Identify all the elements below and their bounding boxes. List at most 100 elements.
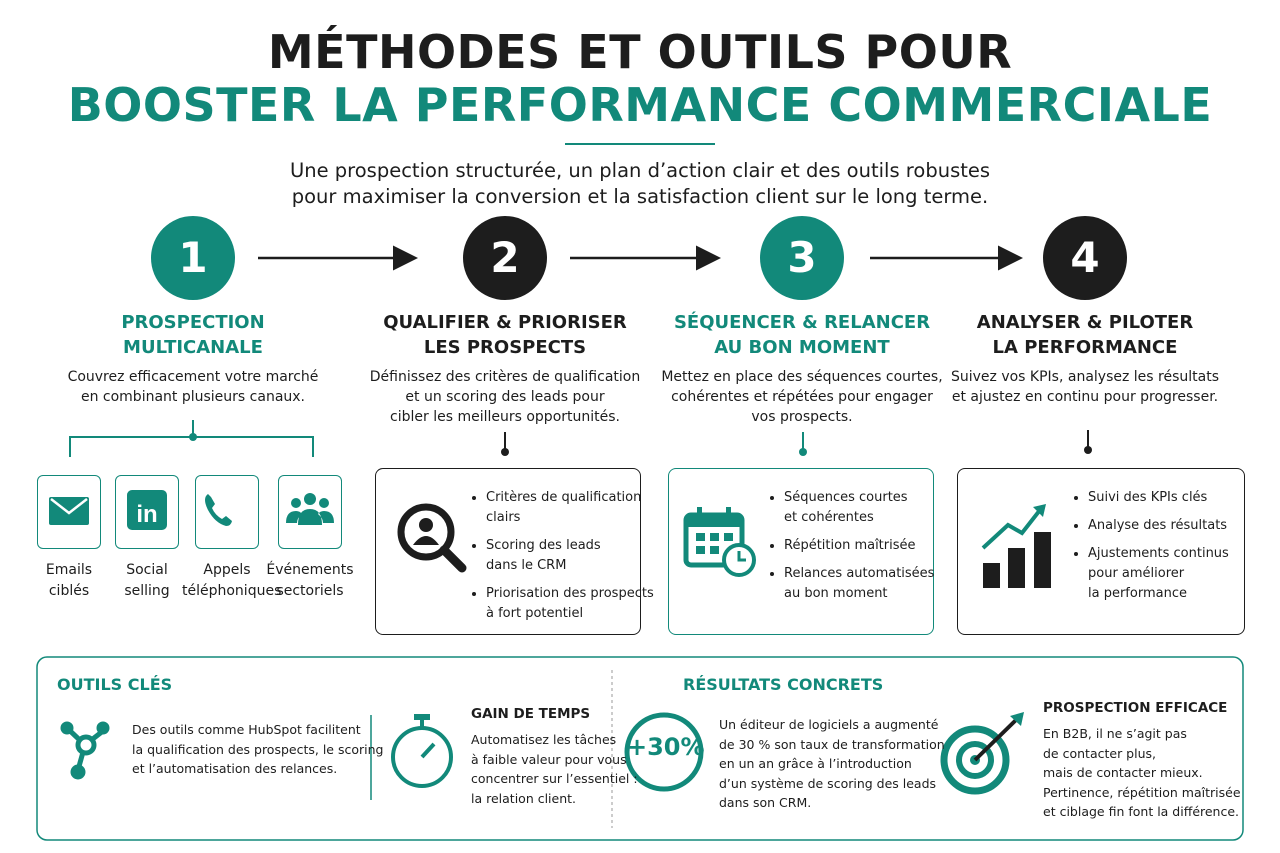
text-line: AU BON MOMENT xyxy=(714,337,890,358)
text-line: et l’automatisation des relances. xyxy=(132,761,338,776)
text-line: concentrer sur l’essentiel : xyxy=(471,771,638,786)
text-line: Séquences courtes xyxy=(784,490,908,505)
text-line: Suivez vos KPIs, analysez les résultats xyxy=(950,369,1220,385)
text-line: SÉQUENCER & RELANCER xyxy=(673,312,931,333)
bullet: Ajustements continus pour améliorer la per… xyxy=(1088,544,1229,604)
step-number: 4 xyxy=(1043,216,1127,300)
text-line: en un an grâce à l’introduction xyxy=(719,756,912,771)
text-line: sectoriels xyxy=(276,583,344,599)
text-line: cohérentes et répétées pour engager xyxy=(671,389,933,405)
channel-label: Événements sectoriels xyxy=(265,560,355,602)
text-line: ANALYSER & PILOTER xyxy=(976,312,1194,333)
text-line: et cohérentes xyxy=(784,510,874,525)
bullet-list: Séquences courtes et cohérentes Répétition… xyxy=(768,488,934,612)
underline xyxy=(565,143,715,145)
results-heading: RÉSULTATS CONCRETS xyxy=(683,675,884,694)
text-line: LES PROSPECTS xyxy=(423,337,587,358)
text-line: la performance xyxy=(1088,586,1187,601)
text-line: à fort potentiel xyxy=(486,606,584,621)
bullet-list: Critères de qualification clairs Scoring d… xyxy=(470,488,654,632)
channel-label: Social selling xyxy=(102,560,192,602)
text-line: cibler les meilleurs opportunités. xyxy=(390,409,620,425)
bullet: Analyse des résultats xyxy=(1088,516,1229,536)
text-line: Une prospection structurée, un plan d’ac… xyxy=(289,159,991,182)
text-line: dans le CRM xyxy=(486,558,567,573)
bullet: Suivi des KPIs clés xyxy=(1088,488,1229,508)
text-line: MULTICANALE xyxy=(123,337,263,358)
time-title: GAIN DE TEMPS xyxy=(471,706,591,722)
text-line: Événements xyxy=(266,562,354,578)
text-line: Ajustements continus xyxy=(1088,546,1229,561)
text-line: PROSPECTION xyxy=(121,312,265,333)
text-line: LA PERFORMANCE xyxy=(992,337,1178,358)
efficace-title: PROSPECTION EFFICACE xyxy=(1043,700,1228,716)
svg-text:in: in xyxy=(136,501,157,528)
text-line: Critères de qualification xyxy=(486,490,642,505)
bullet: Répétition maîtrisée xyxy=(784,536,934,556)
text-line: Analyse des résultats xyxy=(1088,518,1228,533)
title-line1: MÉTHODES ET OUTILS POUR xyxy=(267,25,1013,79)
bullet: Priorisation des prospects à fort potenti… xyxy=(486,584,654,624)
text-line: et ciblage fin font la différence. xyxy=(1043,804,1240,819)
crm-text: Des outils comme HubSpot facilitent la qu… xyxy=(132,720,383,779)
text-line: Appels xyxy=(203,562,251,578)
text-line: et un scoring des leads pour xyxy=(405,389,605,405)
text-line: clairs xyxy=(486,510,521,525)
text-line: en combinant plusieurs canaux. xyxy=(80,389,306,405)
text-line: Priorisation des prospects xyxy=(486,586,654,601)
step-number: 1 xyxy=(151,216,235,300)
text-line: Mettez en place des séquences courtes, xyxy=(661,369,943,385)
stat-text: Un éditeur de logiciels a augmenté de 30 … xyxy=(719,715,945,813)
text-line: pour améliorer xyxy=(1088,566,1185,581)
text-line: Scoring des leads xyxy=(486,538,601,553)
text-line: Emails xyxy=(45,562,93,578)
step-title: SÉQUENCER & RELANCER AU BON MOMENT xyxy=(652,310,952,360)
step-box xyxy=(957,468,1245,635)
stat: +30% xyxy=(627,733,705,761)
text-line: Social xyxy=(126,562,168,578)
step-title: QUALIFIER & PRIORISER LES PROSPECTS xyxy=(355,310,655,360)
text-line: Définissez des critères de qualification xyxy=(369,369,641,385)
text-line: mais de contacter mieux. xyxy=(1043,765,1203,780)
step-description: Mettez en place des séquences courtes, co… xyxy=(652,367,952,427)
text-line: ciblés xyxy=(48,583,90,599)
text-line: QUALIFIER & PRIORISER xyxy=(383,312,627,333)
channel-box xyxy=(115,475,179,549)
text-line: selling xyxy=(124,583,170,599)
text-line: En B2B, il ne s’agit pas xyxy=(1043,726,1187,741)
step-number: 2 xyxy=(463,216,547,300)
text-line: la qualification des prospects, le scori… xyxy=(132,741,384,757)
text-line: vos prospects. xyxy=(751,409,853,425)
efficace-text: En B2B, il ne s’agit pas de contacter plu… xyxy=(1043,724,1241,822)
step-title: ANALYSER & PILOTER LA PERFORMANCE xyxy=(935,310,1235,360)
text-line: à faible valeur pour vous xyxy=(471,751,627,767)
text-line: d’un système de scoring des leads xyxy=(719,775,937,791)
step-box xyxy=(668,468,934,635)
bullet-list: Suivi des KPIs clés Analyse des résultats… xyxy=(1072,488,1229,612)
step-description: Couvrez efficacement votre marché en comb… xyxy=(43,367,343,407)
text-line: la relation client. xyxy=(471,790,577,806)
channel-box xyxy=(195,475,259,549)
step-number: 3 xyxy=(760,216,844,300)
channel-label: Appels téléphoniques xyxy=(182,560,282,602)
text-line: Répétition maîtrisée xyxy=(784,538,916,553)
channel-box xyxy=(37,475,101,549)
time-text: Automatisez les tâches à faible valeur po… xyxy=(471,730,638,808)
text-line: au bon moment xyxy=(784,586,888,601)
subtitle: Une prospection structurée, un plan d’ac… xyxy=(0,158,1280,210)
step-description: Définissez des critères de qualification… xyxy=(355,367,655,427)
tools-heading: OUTILS CLÉS xyxy=(57,675,173,694)
text-line: de 30 % son taux de transformation xyxy=(719,736,945,752)
text-line: Automatisez les tâches xyxy=(471,732,617,747)
text-line: Des outils comme HubSpot facilitent xyxy=(132,722,361,737)
bullet: Relances automatisées au bon moment xyxy=(784,564,934,604)
text-line: Pertinence, répétition maîtrisée xyxy=(1043,784,1241,800)
bullet: Critères de qualification clairs xyxy=(486,488,654,528)
text-line: téléphoniques xyxy=(182,583,282,599)
text-line: de contacter plus, xyxy=(1043,745,1156,761)
text-line: Suivi des KPIs clés xyxy=(1088,490,1208,505)
step-description: Suivez vos KPIs, analysez les résultats e… xyxy=(935,367,1235,407)
step-title: PROSPECTION MULTICANALE xyxy=(43,310,343,360)
bullet: Scoring des leads dans le CRM xyxy=(486,536,654,576)
